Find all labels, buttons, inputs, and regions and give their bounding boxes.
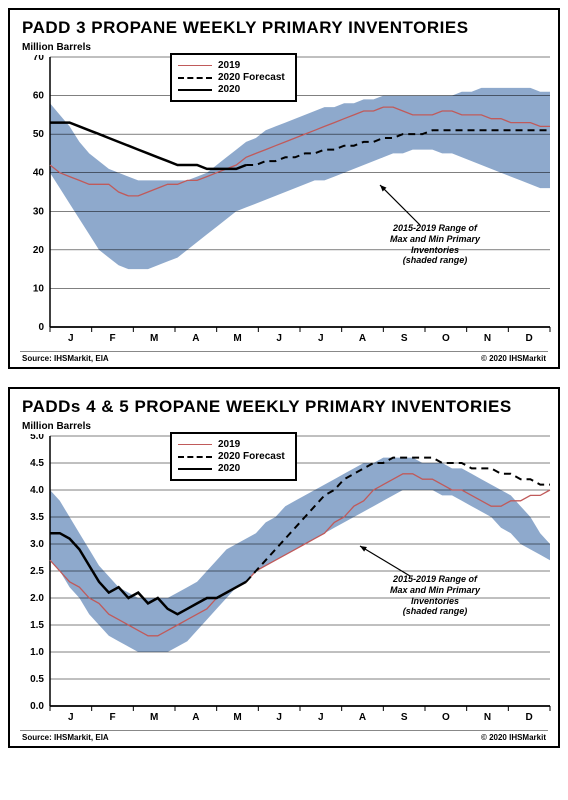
source-text: Source: IHSMarkit, EIA: [22, 354, 109, 363]
svg-text:M: M: [150, 712, 158, 723]
svg-text:0.5: 0.5: [30, 674, 44, 685]
svg-text:D: D: [526, 333, 533, 344]
svg-text:J: J: [276, 333, 282, 344]
svg-text:3.0: 3.0: [30, 539, 44, 550]
svg-text:1.0: 1.0: [30, 647, 44, 658]
svg-text:4.0: 4.0: [30, 485, 44, 496]
svg-text:M: M: [233, 333, 241, 344]
svg-text:2.5: 2.5: [30, 566, 44, 577]
chart-area: 0 10 20 30 40 50 60 70 J F M A M J J A S O N D 20192020 Fore…: [20, 55, 548, 347]
range-annotation: 2015-2019 Range ofMax and Min PrimaryInv…: [370, 574, 500, 617]
copyright-text: © 2020 IHSMarkit: [481, 733, 546, 742]
legend-row: 2020: [178, 84, 285, 95]
legend-swatch: [178, 456, 212, 458]
svg-text:50: 50: [33, 129, 45, 140]
svg-text:4.5: 4.5: [30, 458, 44, 469]
svg-text:M: M: [150, 333, 158, 344]
svg-text:20: 20: [33, 245, 45, 256]
svg-text:J: J: [68, 333, 74, 344]
svg-text:S: S: [401, 333, 408, 344]
svg-text:J: J: [318, 333, 324, 344]
svg-text:A: A: [192, 333, 199, 344]
svg-text:2.0: 2.0: [30, 593, 44, 604]
legend-swatch: [178, 77, 212, 79]
chart-panel-padd45: PADDs 4 & 5 PROPANE WEEKLY PRIMARY INVEN…: [8, 387, 560, 748]
svg-text:N: N: [484, 333, 491, 344]
svg-text:N: N: [484, 712, 491, 723]
svg-text:D: D: [526, 712, 533, 723]
svg-text:A: A: [192, 712, 199, 723]
chart-title: PADD 3 PROPANE WEEKLY PRIMARY INVENTORIE…: [22, 18, 548, 38]
chart-footer: Source: IHSMarkit, EIA © 2020 IHSMarkit: [20, 730, 548, 742]
svg-text:10: 10: [33, 283, 45, 294]
svg-text:1.5: 1.5: [30, 620, 44, 631]
legend-swatch: [178, 444, 212, 445]
svg-text:0: 0: [38, 322, 44, 333]
legend-label: 2020: [218, 463, 240, 474]
svg-text:O: O: [442, 712, 450, 723]
svg-text:40: 40: [33, 168, 45, 179]
legend-swatch: [178, 468, 212, 470]
legend-row: 2020 Forecast: [178, 72, 285, 83]
svg-text:F: F: [109, 333, 115, 344]
y-axis-label: Million Barrels: [22, 421, 548, 432]
legend-label: 2020 Forecast: [218, 72, 285, 83]
chart-title: PADDs 4 & 5 PROPANE WEEKLY PRIMARY INVEN…: [22, 397, 548, 417]
legend-row: 2019: [178, 60, 285, 71]
svg-text:70: 70: [33, 55, 45, 63]
chart-panel-padd3: PADD 3 PROPANE WEEKLY PRIMARY INVENTORIE…: [8, 8, 560, 369]
svg-text:A: A: [359, 712, 366, 723]
legend-label: 2020: [218, 84, 240, 95]
legend-row: 2019: [178, 439, 285, 450]
y-axis-label: Million Barrels: [22, 42, 548, 53]
svg-text:0.0: 0.0: [30, 701, 44, 712]
svg-text:J: J: [318, 712, 324, 723]
chart-area: 0.0 0.5 1.0 1.5 2.0 2.5 3.0 3.5 4.0 4.5 5.0 J F M A M J J…: [20, 434, 548, 726]
svg-text:60: 60: [33, 91, 45, 102]
legend-label: 2019: [218, 60, 240, 71]
legend-label: 2020 Forecast: [218, 451, 285, 462]
svg-text:J: J: [276, 712, 282, 723]
source-text: Source: IHSMarkit, EIA: [22, 733, 109, 742]
legend-swatch: [178, 65, 212, 66]
svg-text:3.5: 3.5: [30, 512, 44, 523]
svg-text:J: J: [68, 712, 74, 723]
legend-label: 2019: [218, 439, 240, 450]
svg-text:O: O: [442, 333, 450, 344]
svg-text:30: 30: [33, 206, 45, 217]
legend-row: 2020: [178, 463, 285, 474]
svg-text:5.0: 5.0: [30, 434, 44, 442]
legend: 20192020 Forecast2020: [170, 432, 297, 481]
legend-swatch: [178, 89, 212, 91]
legend-row: 2020 Forecast: [178, 451, 285, 462]
chart-footer: Source: IHSMarkit, EIA © 2020 IHSMarkit: [20, 351, 548, 363]
svg-text:S: S: [401, 712, 408, 723]
range-annotation: 2015-2019 Range ofMax and Min PrimaryInv…: [370, 223, 500, 266]
svg-text:M: M: [233, 712, 241, 723]
copyright-text: © 2020 IHSMarkit: [481, 354, 546, 363]
svg-text:A: A: [359, 333, 366, 344]
legend: 20192020 Forecast2020: [170, 53, 297, 102]
svg-text:F: F: [109, 712, 115, 723]
